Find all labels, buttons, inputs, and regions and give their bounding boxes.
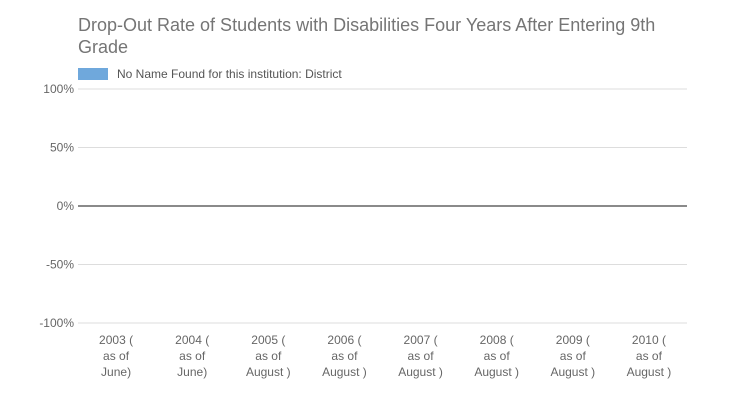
y-tick-label: 0% bbox=[57, 199, 75, 213]
gridlines bbox=[78, 88, 687, 324]
y-tick-label: 100% bbox=[43, 82, 74, 96]
legend-label: No Name Found for this institution: Dist… bbox=[117, 67, 342, 81]
x-tick-label: 2009 (as of August ) bbox=[550, 333, 595, 379]
y-tick-label: -100% bbox=[39, 316, 74, 330]
x-tick-label: 2005 (as of August ) bbox=[246, 333, 291, 379]
y-tick-label: -50% bbox=[46, 258, 74, 272]
x-axis-ticks: 2003 (as of June) 2004 (as of June) 2005 (as… bbox=[99, 333, 671, 379]
y-tick-label: 50% bbox=[50, 141, 74, 155]
legend-swatch bbox=[78, 68, 108, 80]
chart-title: Drop-Out Rate of Students with Disabilit… bbox=[78, 15, 656, 57]
x-tick-label: 2007 (as of August ) bbox=[398, 333, 443, 379]
x-tick-label: 2010 (as of August ) bbox=[627, 333, 672, 379]
x-tick-label: 2006 (as of August ) bbox=[322, 333, 367, 379]
x-tick-label: 2003 (as of June) bbox=[99, 333, 133, 379]
x-tick-label: 2008 (as of August ) bbox=[474, 333, 519, 379]
x-tick-label: 2004 (as of June) bbox=[175, 333, 209, 379]
y-axis-ticks: 100% 50% 0% -50% -100% bbox=[39, 82, 74, 330]
legend: No Name Found for this institution: Dist… bbox=[78, 67, 342, 81]
